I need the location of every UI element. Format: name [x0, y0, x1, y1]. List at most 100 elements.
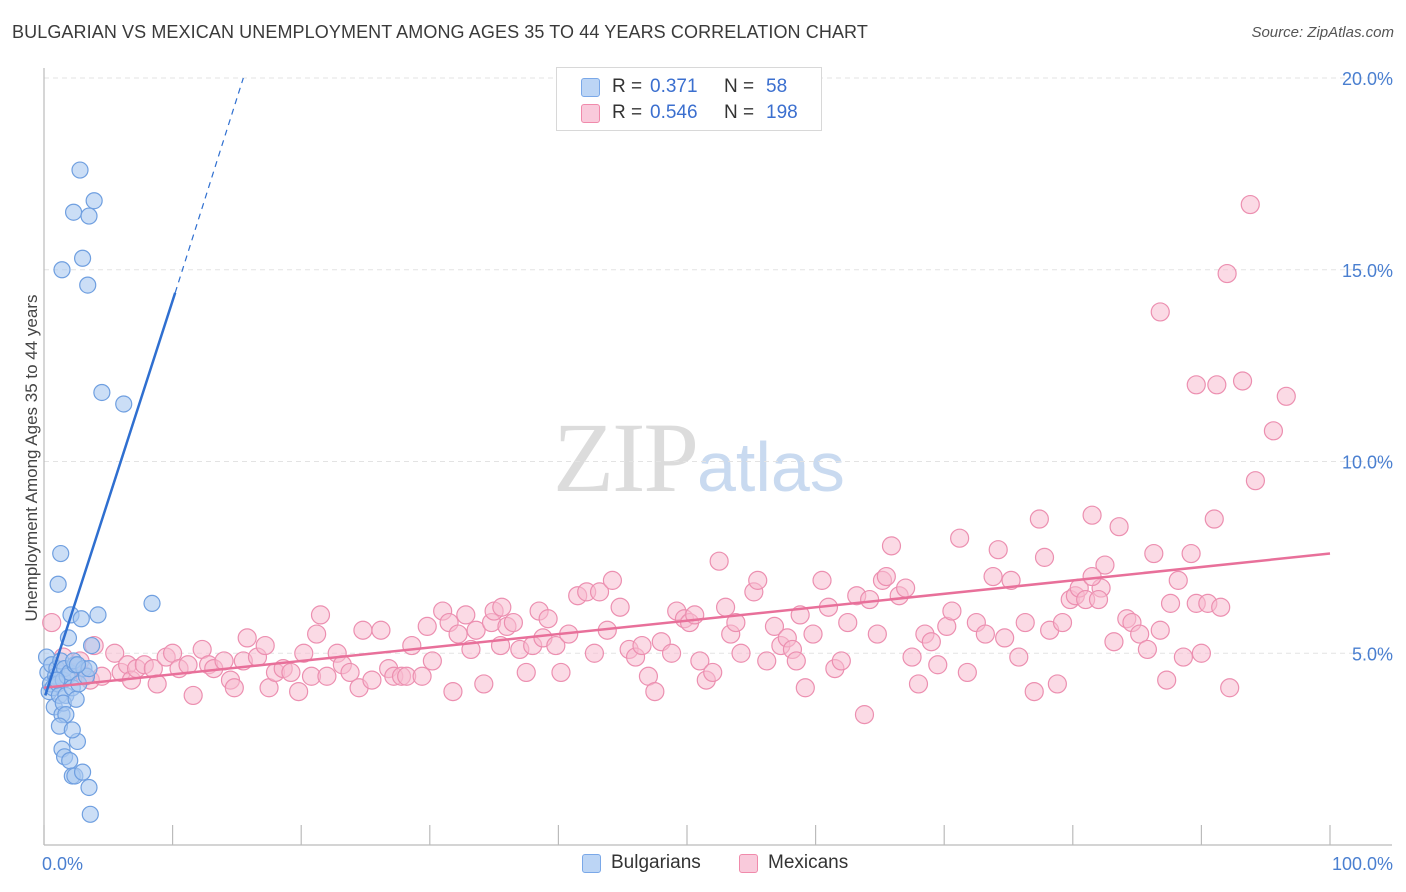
bulgarians-point: [52, 544, 70, 563]
mexicans-points: [42, 194, 1296, 725]
mexicans-point: [1168, 570, 1188, 590]
mexicans-point: [340, 662, 360, 683]
mexicans-point: [748, 570, 768, 590]
tick-labels: 5.0% 10.0% 15.0% 20.0% 0.0% 100.0% Unemploymen…: [22, 69, 1393, 874]
bulgarians-point: [80, 778, 98, 797]
mexicans-point: [1104, 632, 1124, 652]
mexicans-point: [1217, 263, 1237, 284]
mexicans-point: [860, 589, 880, 610]
bulgarians-point: [53, 261, 71, 279]
mexicans-point: [1186, 375, 1206, 395]
mexicans-point: [310, 605, 331, 625]
trend-lines: [43, 77, 1331, 696]
mexicans-point: [1001, 570, 1021, 590]
mexicans-point: [1220, 678, 1240, 698]
source-label: Source: ZipAtlas.com: [1251, 24, 1394, 41]
mexicans-point: [1160, 593, 1181, 613]
mexicans-point: [255, 635, 275, 656]
mexicans-point: [715, 597, 736, 617]
mexicans-point: [448, 624, 468, 644]
mexicans-point: [764, 616, 785, 637]
mexicans-point: [456, 605, 476, 625]
mexicans-point: [294, 643, 314, 663]
mexicans-point: [703, 662, 723, 683]
watermark: ZIPatlas: [553, 400, 845, 515]
y-axis-title: Unemployment Among Ages 35 to 44 years: [22, 295, 41, 622]
mexicans-point: [281, 662, 301, 683]
mexicans-point: [546, 635, 566, 656]
mexicans-point: [838, 612, 858, 633]
mexicans-point: [422, 651, 442, 671]
mexicans-point: [1245, 471, 1266, 491]
mexicans-point: [589, 582, 610, 602]
mexicans-point: [353, 620, 373, 640]
mexicans-point: [812, 570, 832, 590]
mexicans-point: [1211, 597, 1231, 617]
mexicans-point: [1150, 620, 1170, 640]
mexicans-point: [896, 578, 916, 598]
mexicans-point: [1207, 375, 1227, 395]
mexicans-point: [42, 612, 62, 633]
mexicans-point: [492, 597, 512, 617]
bulgarians-point: [61, 752, 79, 770]
mexicans-point: [709, 551, 729, 571]
bulgarians-point: [93, 383, 111, 402]
mexicans-point: [1052, 612, 1073, 633]
bulgarians-point: [143, 594, 161, 612]
mexicans-point: [105, 643, 125, 663]
mexicans-point: [1240, 194, 1260, 215]
mexicans-point: [757, 651, 777, 671]
mexicans-point: [1047, 674, 1067, 694]
bulgarians-point: [49, 575, 67, 593]
y-tick-label: 20.0%: [1342, 69, 1393, 89]
mexicans-point: [1232, 371, 1253, 391]
legend-swatch-mexicans: [739, 853, 758, 873]
mexicans-point: [402, 635, 422, 656]
mexicans-point: [786, 651, 806, 671]
mexicans-point: [503, 612, 523, 633]
mexicans-point: [1137, 639, 1157, 660]
mexicans-point: [988, 540, 1008, 560]
mexicans-point: [1191, 643, 1212, 663]
chart-title: BULGARIAN VS MEXICAN UNEMPLOYMENT AMONG …: [12, 22, 868, 42]
mexicans-point: [417, 616, 437, 637]
legend-item-bulgarians[interactable]: Bulgarians: [582, 852, 701, 874]
mexicans-point: [1150, 302, 1170, 322]
mexicans-point: [661, 643, 682, 663]
mexicans-point: [876, 566, 896, 587]
mexicans-point: [1173, 647, 1193, 667]
mexicans-point: [362, 670, 382, 690]
x-tick-label: 100.0%: [1332, 854, 1393, 874]
legend-r-value: 0.371: [650, 76, 698, 97]
mexicans-point: [224, 678, 244, 698]
mexicans-point: [803, 624, 823, 644]
legend-label-mexicans: Mexicans: [768, 852, 849, 873]
mexicans-point: [690, 651, 710, 671]
axes: [43, 68, 1392, 846]
mexicans-point: [1029, 509, 1049, 529]
mexicans-point: [307, 624, 327, 644]
mexicans-point: [1034, 547, 1055, 567]
mexicans-point: [1082, 505, 1102, 525]
mexicans-point: [610, 597, 630, 617]
mexicans-point: [795, 678, 815, 698]
mexicans-point: [551, 662, 571, 683]
mexicans-point: [1130, 624, 1150, 644]
mexicans-point: [602, 570, 623, 590]
mexicans-point: [921, 632, 941, 652]
mexicans-point: [867, 624, 887, 644]
legend-item-mexicans[interactable]: Mexicans: [739, 852, 848, 874]
bulgarians-point: [81, 805, 99, 823]
mexicans-point: [928, 655, 948, 675]
mexicans-point: [854, 705, 875, 725]
mexicans-point: [1088, 589, 1109, 610]
mexicans-point: [474, 674, 494, 694]
bulgarians-point: [89, 606, 107, 624]
mexicans-point: [317, 666, 337, 686]
mexicans-point: [1095, 555, 1115, 575]
bulgarians-point: [79, 276, 97, 294]
legend-row-bulgarians: R = 0.371 N = 58: [581, 76, 787, 98]
watermark-atlas: atlas: [697, 428, 845, 506]
mexicans-point: [1157, 670, 1177, 690]
